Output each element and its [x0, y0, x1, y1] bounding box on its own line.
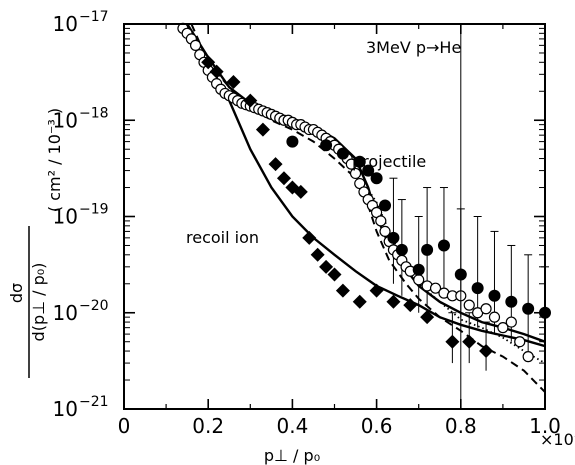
- point-open-circle: [379, 225, 391, 238]
- point-filled-diamond: [327, 267, 342, 282]
- point-filled-diamond: [243, 93, 258, 108]
- point-filled-circle: [522, 302, 535, 315]
- annotation-projectile: projectile: [352, 152, 426, 171]
- point-filled-diamond: [352, 294, 367, 309]
- point-filled-diamond: [310, 247, 325, 262]
- y-tick-label: 10: [53, 301, 78, 325]
- point-open-circle: [497, 322, 509, 334]
- point-filled-circle: [437, 239, 450, 252]
- point-filled-diamond: [369, 283, 384, 298]
- point-open-circle: [480, 303, 492, 315]
- x-axis-label: p⊥ / p₀: [264, 446, 320, 465]
- point-filled-diamond: [403, 298, 418, 313]
- point-open-circle: [189, 39, 202, 51]
- y-tick-label: 10: [53, 108, 78, 132]
- data-points: [177, 22, 551, 363]
- point-filled-diamond: [268, 157, 283, 172]
- y-tick-exponent: −20: [79, 298, 109, 314]
- point-open-circle: [514, 336, 526, 348]
- point-filled-diamond: [302, 230, 317, 245]
- point-filled-circle: [505, 295, 518, 308]
- point-filled-diamond: [335, 283, 350, 298]
- point-filled-diamond: [255, 122, 270, 137]
- point-filled-diamond: [420, 310, 435, 325]
- y-tick-label: 10: [53, 397, 78, 421]
- y-axis-denominator: d(p⊥ / p₀): [29, 263, 48, 342]
- point-filled-diamond: [462, 334, 477, 349]
- point-open-circle: [463, 299, 475, 311]
- x-tick-label: 0.8: [445, 414, 477, 438]
- point-filled-circle: [353, 155, 366, 168]
- point-filled-diamond: [226, 74, 241, 89]
- point-filled-circle: [488, 289, 501, 302]
- point-open-circle: [505, 316, 517, 328]
- point-filled-circle: [412, 263, 425, 276]
- point-filled-circle: [336, 147, 349, 160]
- y-tick-label: 10: [53, 12, 78, 36]
- y-tick-label: 10: [53, 205, 78, 229]
- point-filled-circle: [320, 139, 333, 152]
- x-tick-label: 0.4: [276, 414, 308, 438]
- point-filled-diamond: [319, 259, 334, 274]
- point-filled-circle: [370, 172, 383, 185]
- plot-frame: [123, 23, 546, 410]
- curve-solid-recoil: [181, 24, 545, 348]
- x-axis-multiplier: ×10⁻³: [540, 430, 575, 449]
- point-filled-circle: [379, 199, 392, 212]
- point-filled-circle: [387, 231, 400, 244]
- point-filled-diamond: [445, 334, 460, 349]
- point-filled-circle: [286, 135, 299, 148]
- y-tick-exponent: −17: [79, 9, 109, 25]
- annotation-reaction: 3MeV p→He: [366, 38, 461, 57]
- y-tick-exponent: −21: [79, 394, 109, 410]
- point-filled-circle: [471, 282, 484, 295]
- point-filled-diamond: [293, 184, 308, 199]
- point-filled-diamond: [479, 344, 494, 359]
- point-filled-diamond: [386, 294, 401, 309]
- y-tick-exponent: −18: [79, 105, 109, 121]
- x-tick-label: 0.2: [192, 414, 224, 438]
- annotation-recoil-ion: recoil ion: [186, 228, 259, 247]
- point-open-circle: [429, 282, 442, 294]
- point-open-circle: [488, 311, 501, 323]
- point-filled-circle: [395, 243, 408, 256]
- point-open-circle: [522, 351, 534, 363]
- point-filled-circle: [362, 164, 375, 177]
- point-filled-diamond: [276, 171, 291, 186]
- x-tick-label: 1.0: [529, 414, 561, 438]
- x-tick-label: 0.6: [361, 414, 393, 438]
- point-open-circle: [349, 167, 362, 180]
- point-open-circle: [375, 215, 387, 227]
- x-tick-label: 0: [118, 414, 131, 438]
- y-axis-numerator: dσ: [7, 283, 26, 303]
- point-filled-diamond: [201, 55, 216, 70]
- point-filled-circle: [421, 243, 434, 256]
- y-axis-unit: ( cm² / 10⁻³ ): [45, 108, 64, 212]
- point-filled-diamond: [209, 64, 224, 79]
- y-tick-exponent: −19: [79, 202, 109, 218]
